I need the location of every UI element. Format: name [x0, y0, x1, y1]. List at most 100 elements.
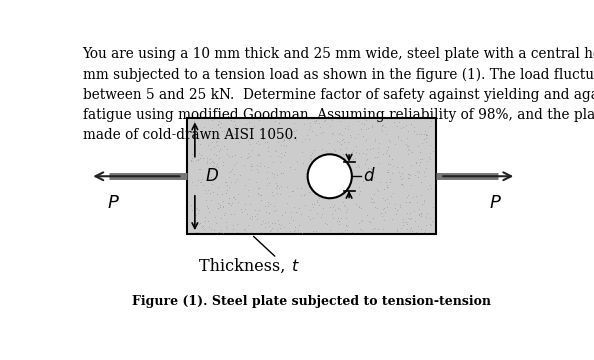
Point — [236, 126, 246, 131]
Point — [223, 147, 232, 152]
Text: $P$: $P$ — [107, 194, 120, 212]
Point — [295, 222, 304, 228]
Point — [213, 121, 223, 126]
Point — [381, 131, 391, 137]
Point — [345, 151, 355, 157]
Point — [246, 163, 255, 168]
Point — [414, 131, 424, 137]
Point — [273, 139, 283, 144]
Point — [353, 118, 363, 124]
Point — [421, 131, 431, 137]
Point — [309, 147, 319, 153]
Point — [380, 186, 389, 192]
Point — [410, 218, 420, 224]
Point — [240, 182, 249, 188]
Point — [426, 222, 436, 228]
Point — [420, 128, 429, 134]
Point — [305, 120, 314, 126]
Point — [237, 209, 247, 215]
Point — [282, 132, 291, 138]
Point — [370, 138, 380, 144]
Point — [270, 220, 279, 226]
Point — [419, 169, 429, 175]
Point — [383, 204, 392, 210]
Text: Figure (1). Steel plate subjected to tension-tension: Figure (1). Steel plate subjected to ten… — [132, 295, 491, 308]
Point — [214, 229, 224, 234]
Point — [216, 204, 225, 210]
Point — [336, 146, 345, 152]
Point — [260, 139, 270, 145]
Point — [276, 191, 285, 197]
Point — [426, 185, 435, 191]
Point — [207, 117, 216, 123]
Point — [198, 223, 208, 229]
Point — [355, 192, 364, 197]
Point — [276, 183, 286, 189]
Point — [391, 141, 400, 147]
Point — [337, 132, 347, 138]
Point — [342, 206, 352, 211]
Point — [418, 140, 427, 146]
Point — [195, 166, 205, 172]
Point — [306, 156, 315, 162]
Point — [230, 162, 239, 168]
Point — [204, 205, 213, 211]
Point — [244, 137, 253, 143]
Point — [366, 165, 376, 171]
Point — [188, 158, 198, 164]
Point — [419, 197, 429, 203]
Point — [382, 170, 391, 175]
Point — [294, 205, 304, 211]
Point — [203, 132, 212, 138]
Point — [285, 228, 295, 234]
Point — [307, 128, 317, 134]
Point — [253, 151, 263, 157]
Point — [346, 134, 356, 139]
Point — [209, 160, 219, 166]
Point — [253, 138, 263, 144]
Point — [386, 193, 396, 199]
Point — [232, 176, 242, 182]
Point — [373, 149, 383, 154]
Point — [254, 152, 263, 158]
Point — [399, 222, 408, 228]
Point — [412, 131, 421, 137]
Point — [385, 179, 394, 185]
Point — [333, 139, 342, 144]
Point — [387, 157, 397, 162]
Point — [187, 207, 197, 213]
Point — [413, 223, 423, 229]
Point — [288, 188, 298, 194]
Point — [372, 205, 382, 211]
Point — [203, 203, 212, 208]
Point — [211, 139, 221, 145]
Point — [311, 228, 321, 234]
Point — [337, 158, 346, 164]
Point — [252, 211, 262, 217]
Point — [318, 158, 328, 163]
Point — [333, 218, 342, 224]
Point — [330, 152, 339, 157]
Point — [264, 223, 273, 229]
Point — [255, 192, 265, 198]
Point — [314, 120, 324, 126]
Point — [268, 192, 277, 198]
Point — [256, 192, 266, 198]
Point — [379, 122, 388, 128]
Point — [306, 153, 315, 158]
Point — [244, 186, 253, 192]
Point — [368, 226, 378, 232]
Point — [338, 199, 347, 205]
Point — [351, 143, 361, 149]
Point — [402, 143, 412, 149]
Point — [368, 145, 377, 151]
Point — [229, 131, 238, 137]
Point — [225, 169, 234, 175]
Point — [416, 149, 425, 154]
Point — [389, 119, 399, 125]
Point — [410, 172, 420, 177]
Point — [202, 158, 211, 164]
Point — [213, 162, 222, 167]
Point — [276, 134, 286, 139]
Point — [403, 151, 413, 157]
